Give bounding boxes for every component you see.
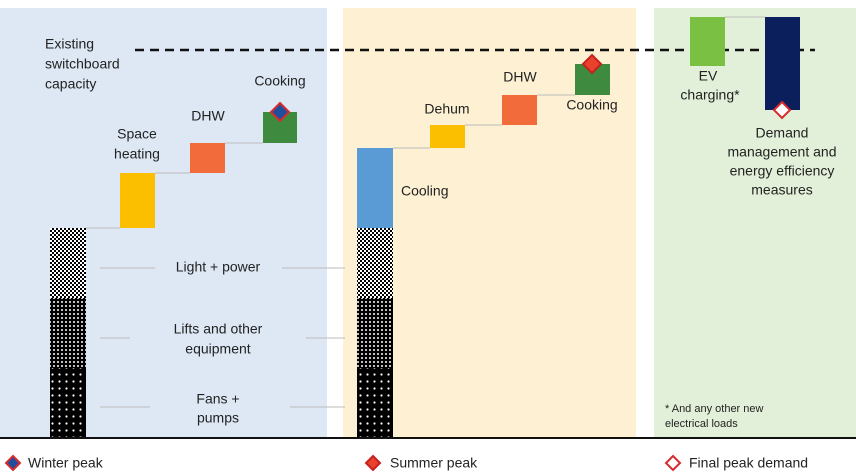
legend-marker [4,454,22,472]
fans-block [50,368,86,438]
legend-marker [664,454,682,472]
label: Dehum [424,101,469,117]
label: Existing [45,36,94,52]
final-peak-marker [772,100,792,120]
label: Light + power [176,259,261,275]
winter-peak-marker [269,101,291,123]
label: Demand [756,125,809,141]
label: DHW [191,108,225,124]
lifts-block [357,298,393,368]
space-heating-bar [120,173,155,228]
label: Fans + [196,391,239,407]
demand-bar [765,17,800,110]
label: capacity [45,76,96,92]
label: heating [114,146,160,162]
label: Space [117,126,157,142]
footnote: * And any other new [665,403,764,415]
summer-peak-marker [581,53,603,75]
label: DHW [503,69,537,85]
dehum-bar [430,125,465,148]
legend-label: Summer peak [390,455,478,471]
legend-label: Final peak demand [689,455,808,471]
label: pumps [197,410,239,426]
label: Cooking [566,97,617,113]
light-power-block [50,228,86,298]
label: Lifts and other [174,321,263,337]
label: Cooking [254,73,305,89]
label: energy efficiency [730,163,835,179]
label: equipment [185,341,250,357]
dhw-bar [502,95,537,125]
label: charging* [680,87,740,103]
cooling-bar [357,148,393,228]
final-panel [654,8,856,438]
ev-bar [690,17,725,66]
label: measures [751,182,812,198]
label: EV [699,68,718,84]
legend-marker [364,454,382,472]
dhw-bar [190,143,225,173]
lifts-block [50,298,86,368]
footnote: electrical loads [665,418,738,430]
label: Cooling [401,183,448,199]
fans-block [357,368,393,438]
label: switchboard [45,56,120,72]
legend-label: Winter peak [28,455,104,471]
light-power-block [357,228,393,298]
label: management and [728,144,837,160]
